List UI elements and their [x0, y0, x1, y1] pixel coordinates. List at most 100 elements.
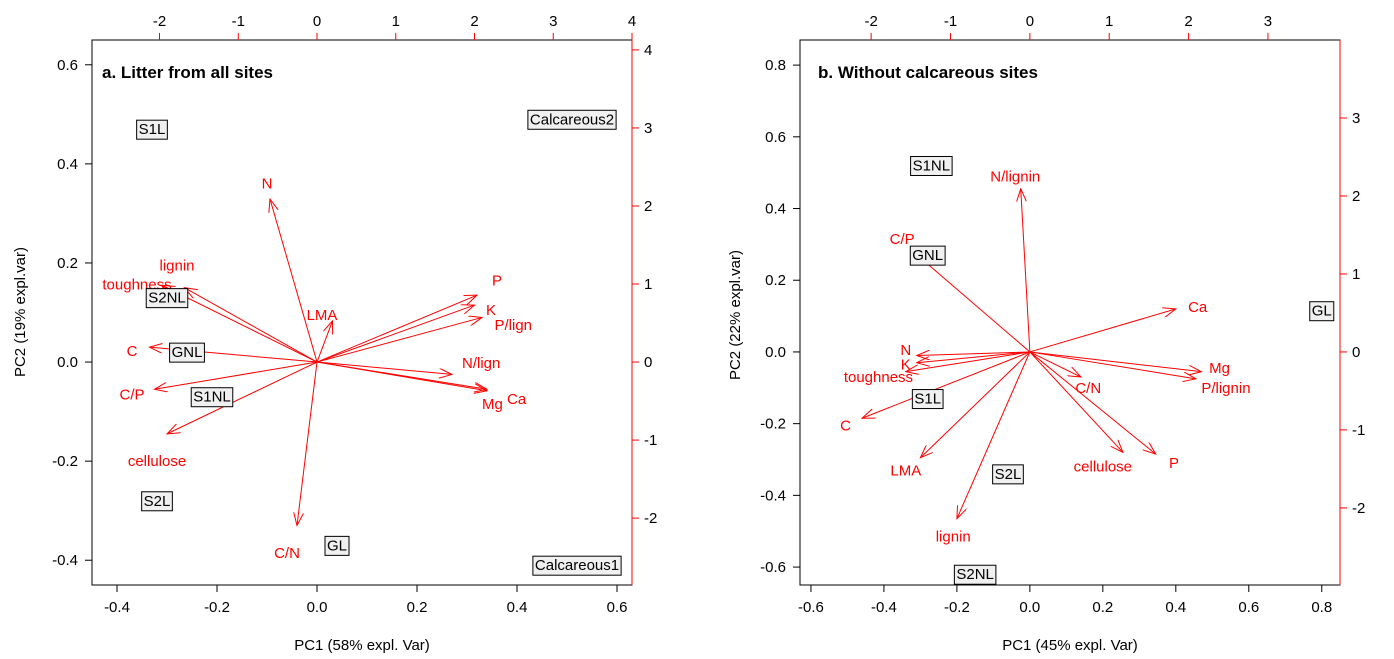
y-tick-label: -0.4 [52, 552, 78, 569]
loading-label: N [262, 176, 273, 193]
top-tick-label: 0 [1026, 13, 1034, 30]
loading-arrow [1029, 351, 1156, 454]
loading-arrow [906, 351, 1030, 372]
loading-label: C/N [1075, 380, 1101, 397]
site-marker: S2L [141, 491, 173, 512]
site-label: GNL [172, 344, 203, 361]
loading-label: P/lign [495, 317, 533, 334]
loading-label: LMA [890, 462, 921, 479]
loading-label: toughness [844, 369, 913, 386]
loading-arrow [1029, 351, 1201, 372]
x-tick-label: 0.8 [1311, 599, 1332, 616]
panel-a-top-axis: -2 -1 0 1 2 3 4 [153, 13, 636, 40]
y-tick-label: -0.2 [760, 416, 786, 433]
site-marker: S2NL [953, 564, 997, 585]
loading-label: Ca [1188, 299, 1208, 316]
loading-label: N/lignin [990, 168, 1040, 185]
loading-arrow [185, 288, 318, 363]
top-tick-label: 3 [549, 13, 557, 30]
loading-arrow [316, 361, 452, 374]
top-tick-label: 1 [1105, 13, 1113, 30]
y-tick-label: -0.6 [760, 559, 786, 576]
loading-label: C [840, 417, 851, 434]
y-tick-label: 0.4 [765, 201, 786, 218]
loading-arrow [316, 317, 482, 363]
loading-label: P [1169, 455, 1179, 472]
loading-label: P/lignin [1201, 380, 1250, 397]
site-label: S2NL [148, 290, 186, 307]
panel-a-sites: S1L Calcareous2 S2NL GNL S1NL S2L GL Calcareous… [136, 109, 622, 576]
site-label: S1L [914, 391, 941, 408]
loading-arrow [1029, 351, 1081, 377]
site-marker: GL [324, 535, 350, 556]
panel-a-y-axis: -0.4 -0.2 0.0 0.2 0.4 0.6 [52, 57, 92, 569]
site-marker: Calcareous1 [532, 555, 622, 576]
site-marker: S1NL [190, 387, 234, 408]
y-tick-label: -0.2 [52, 453, 78, 470]
right-tick-label: 3 [644, 120, 652, 137]
loading-arrow [920, 351, 1031, 458]
panel-a-xlabel: PC1 (58% expl. Var) [294, 637, 430, 654]
y-tick-label: 0.0 [57, 354, 78, 371]
panel-a-title: a. Litter from all sites [102, 63, 273, 82]
panel-a: a. Litter from all sites -0.4 -0.2 0.0 0.2 0… [12, 13, 657, 654]
panel-b-ylabel: PC2 (22% expl.var) [727, 250, 744, 380]
site-box [992, 464, 1024, 485]
site-marker: S2L [992, 464, 1024, 485]
loading-arrow [862, 351, 1031, 418]
panel-b-frame [799, 39, 1341, 586]
site-box [953, 564, 997, 585]
right-tick-label: 0 [644, 354, 652, 371]
right-tick-label: 4 [644, 42, 652, 59]
site-box [136, 119, 168, 140]
x-tick-label: 0.0 [307, 599, 328, 616]
panel-b-right-axis: -2 -1 0 1 2 3 [1339, 40, 1365, 585]
y-tick-label: 0.6 [765, 129, 786, 146]
x-tick-label: 0.4 [1165, 599, 1186, 616]
loading-label: LMA [307, 307, 338, 324]
site-marker: S2NL [145, 288, 189, 309]
loading-arrow [316, 321, 333, 363]
x-tick-label: 0.2 [1092, 599, 1113, 616]
right-tick-label: -2 [644, 510, 657, 527]
loading-arrow [1029, 309, 1176, 353]
right-tick-label: 1 [644, 276, 652, 293]
site-label: Calcareous2 [530, 111, 614, 128]
panel-a-x-axis: -0.4 -0.2 0.0 0.2 0.4 0.6 [104, 585, 627, 616]
site-box [324, 535, 350, 556]
x-tick-label: 0.4 [507, 599, 528, 616]
top-tick-label: -1 [232, 13, 245, 30]
loading-arrow [167, 361, 318, 434]
loading-label: C/P [119, 386, 144, 403]
loading-label: C/P [890, 231, 915, 248]
site-box [190, 387, 234, 408]
right-tick-label: 0 [1352, 344, 1360, 361]
right-tick-label: 2 [644, 198, 652, 215]
site-box [910, 155, 953, 176]
x-tick-label: 0.6 [1238, 599, 1259, 616]
loading-label: P [492, 272, 502, 289]
loading-label: Ca [507, 391, 527, 408]
site-box [527, 109, 617, 130]
site-marker: S1NL [910, 155, 953, 176]
top-tick-label: -2 [153, 13, 166, 30]
right-tick-label: -1 [644, 432, 657, 449]
loading-arrow [155, 361, 318, 389]
right-tick-label: 1 [1352, 266, 1360, 283]
right-tick-label: -2 [1352, 500, 1365, 517]
loading-label: Mg [482, 396, 503, 413]
panel-a-loadings: NlignintoughnessLMACC/PcelluloseC/NPKP/l… [102, 176, 532, 562]
site-box [141, 491, 173, 512]
site-box [145, 288, 189, 309]
panel-a-ylabel: PC2 (19% expl.var) [12, 247, 29, 377]
panel-a-right-axis: -2 -1 0 1 2 3 4 [631, 40, 657, 585]
loading-arrow [316, 361, 487, 391]
loading-label: cellulose [1074, 459, 1132, 476]
top-tick-label: 3 [1264, 13, 1272, 30]
loading-arrow [1029, 351, 1123, 452]
site-marker: GNL [169, 342, 205, 363]
right-tick-label: 2 [1352, 188, 1360, 205]
site-marker: GL [1309, 301, 1335, 322]
loading-label: lignin [159, 257, 194, 274]
